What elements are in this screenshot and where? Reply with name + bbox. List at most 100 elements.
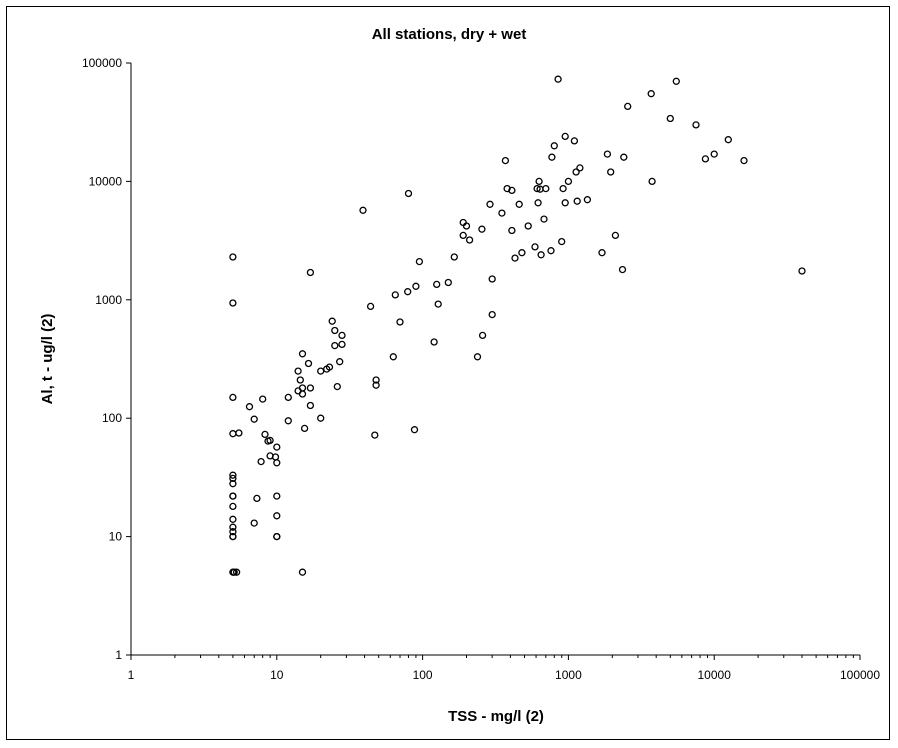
- data-point: [298, 350, 307, 358]
- data-point: [444, 278, 452, 287]
- data-point: [724, 136, 732, 144]
- chart-frame: [6, 6, 890, 740]
- data-point: [331, 341, 339, 350]
- data-point: [229, 299, 237, 307]
- chart-title: All stations, dry + wet: [372, 26, 527, 43]
- data-point: [740, 156, 748, 165]
- data-point: [524, 222, 532, 230]
- data-point: [371, 431, 379, 439]
- data-point: [372, 376, 380, 384]
- data-point: [391, 291, 399, 299]
- data-point: [573, 197, 581, 205]
- data-point: [229, 393, 237, 402]
- data-point: [257, 457, 265, 466]
- data-point: [583, 196, 592, 204]
- data-point: [273, 532, 281, 541]
- data-point: [618, 265, 627, 274]
- data-point: [317, 367, 325, 375]
- data-point: [603, 150, 612, 158]
- data-point: [273, 443, 281, 451]
- data-point: [561, 132, 569, 141]
- data-point: [306, 268, 315, 277]
- data-point: [611, 231, 620, 240]
- data-point: [508, 226, 516, 235]
- data-point: [298, 384, 307, 392]
- data-point: [298, 568, 307, 576]
- data-point: [561, 199, 569, 207]
- data-point: [296, 376, 304, 384]
- data-point: [647, 90, 655, 98]
- data-point: [542, 184, 550, 193]
- data-point: [666, 114, 674, 123]
- data-point: [325, 363, 334, 371]
- data-point: [598, 249, 606, 257]
- data-point: [273, 459, 281, 467]
- data-point: [450, 253, 458, 261]
- data-point: [607, 168, 615, 176]
- data-point: [540, 215, 548, 223]
- data-point: [433, 280, 441, 289]
- data-point: [404, 189, 413, 198]
- data-point: [229, 480, 237, 488]
- data-point: [534, 199, 542, 207]
- data-point: [232, 568, 241, 576]
- y-tick-label: 1: [115, 648, 122, 662]
- data-point: [511, 254, 519, 262]
- data-point: [501, 156, 510, 165]
- data-point: [300, 424, 309, 433]
- data-point: [692, 121, 700, 129]
- data-point: [515, 200, 523, 208]
- x-tick-label: 100000: [840, 668, 880, 682]
- data-point: [229, 430, 237, 438]
- data-point: [250, 415, 258, 423]
- x-tick-label: 10: [270, 668, 284, 682]
- data-point: [229, 474, 237, 483]
- data-point: [317, 414, 325, 422]
- data-point: [284, 417, 292, 425]
- data-point: [701, 155, 710, 163]
- data-point: [576, 164, 584, 172]
- data-point: [547, 247, 555, 255]
- data-point: [389, 353, 397, 361]
- data-point: [710, 150, 718, 158]
- data-point: [648, 177, 656, 186]
- y-tick-label: 100: [102, 411, 122, 425]
- y-tick-label: 1000: [95, 293, 122, 307]
- data-point: [229, 523, 237, 531]
- data-point: [404, 288, 412, 296]
- data-point: [333, 382, 341, 391]
- data-point: [338, 340, 346, 349]
- y-tick-label: 100000: [82, 56, 122, 70]
- data-point: [488, 275, 496, 283]
- data-point: [478, 331, 487, 340]
- data-point: [229, 532, 237, 541]
- data-point: [261, 430, 269, 439]
- ticks: [126, 62, 861, 660]
- data-point: [229, 471, 237, 479]
- data-point: [548, 153, 556, 161]
- y-axis-label: Al, t - ug/l (2): [39, 314, 56, 405]
- data-point: [338, 331, 346, 340]
- data-point: [336, 358, 344, 366]
- data-point: [359, 206, 367, 214]
- y-tick-label: 10000: [89, 174, 123, 188]
- x-tick-label: 1000: [555, 668, 582, 682]
- data-point: [304, 359, 313, 368]
- data-point: [535, 177, 543, 186]
- x-tick-label: 100: [413, 668, 433, 682]
- data-point: [508, 186, 516, 195]
- x-axis-label: TSS - mg/l (2): [448, 708, 544, 725]
- data-point: [550, 142, 558, 150]
- data-point: [306, 401, 315, 410]
- data-point: [462, 222, 471, 230]
- data-point: [498, 209, 506, 217]
- data-point: [229, 502, 237, 511]
- data-point: [259, 395, 267, 403]
- data-point: [229, 492, 237, 500]
- data-point: [531, 243, 539, 251]
- data-point: [410, 426, 419, 434]
- data-point: [294, 367, 302, 375]
- data-point: [459, 231, 467, 240]
- data-point: [620, 153, 628, 161]
